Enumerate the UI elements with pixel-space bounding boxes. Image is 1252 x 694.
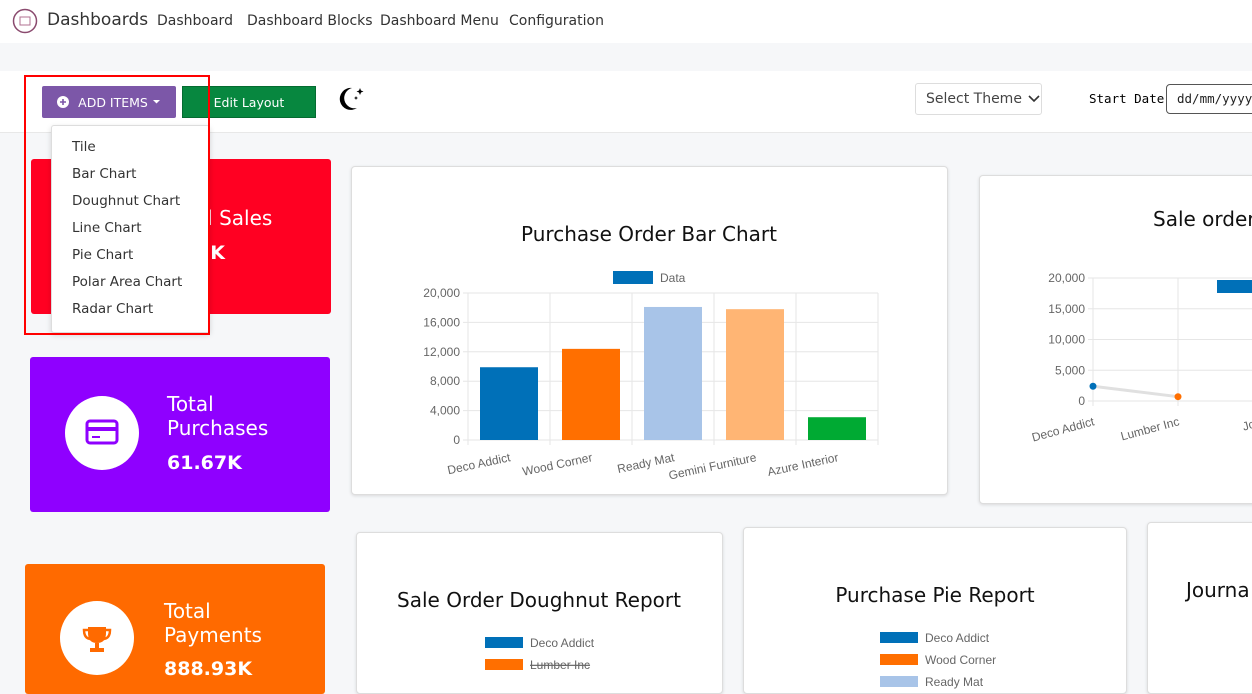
legend-label: Deco Addict xyxy=(925,631,990,645)
y-tick-label: 20,000 xyxy=(1048,271,1085,285)
bar xyxy=(808,417,866,440)
nav-link[interactable]: Dashboard xyxy=(157,13,233,29)
y-tick-label: 0 xyxy=(1078,394,1085,408)
chart-card: Purchase Pie Report Deco Addict Wood Corne… xyxy=(743,527,1127,694)
button-label: ADD ITEMS xyxy=(78,94,148,110)
navbar: Dashboards Dashboard Dashboard Blocks Da… xyxy=(0,0,1252,43)
legend-swatch xyxy=(485,637,523,648)
tile-icon xyxy=(60,601,134,675)
x-tick-label: Lumber Inc xyxy=(1119,414,1181,443)
y-tick-label: 12,000 xyxy=(423,345,460,359)
chart-title: Purchase Order Bar Chart xyxy=(521,222,777,246)
highlight-box xyxy=(24,75,210,335)
brand[interactable]: Dashboards xyxy=(47,10,149,30)
nav-link[interactable]: Dashboard Blocks xyxy=(247,13,373,29)
x-tick-label: Azure Interior xyxy=(766,450,839,479)
add-items-button[interactable]: ADD ITEMS xyxy=(42,86,176,118)
chart-title: Sale order xyxy=(1153,207,1252,231)
menu-item[interactable]: Polar Area Chart xyxy=(72,274,183,290)
legend-swatch xyxy=(613,271,653,284)
menu-item[interactable]: Radar Chart xyxy=(72,301,154,317)
x-tick-label: Joel xyxy=(1241,414,1252,433)
legend-swatch xyxy=(880,632,918,643)
tile-title: Total Payments xyxy=(164,599,262,647)
bar xyxy=(480,367,538,440)
chart-title: Purchase Pie Report xyxy=(835,583,1034,607)
edit-layout-button[interactable]: Edit Layout xyxy=(182,86,316,118)
nav-link[interactable]: Configuration xyxy=(509,13,604,29)
chart-card: Sale order 0 5,000 10,000 15,000 20,000 Deco A… xyxy=(979,175,1252,504)
x-tick-label: Deco Addict xyxy=(1030,414,1096,444)
y-tick-label: 15,000 xyxy=(1048,302,1085,316)
legend-label: Lumber Inc xyxy=(530,658,590,672)
y-tick-label: 8,000 xyxy=(430,374,460,388)
pie-chart: Purchase Pie Report Deco Addict Wood Corne… xyxy=(835,583,1034,689)
legend-label: Wood Corner xyxy=(925,653,996,667)
bar xyxy=(644,306,702,440)
tile[interactable]: Total Payments 888.93K xyxy=(25,564,325,694)
chart-title: Sale Order Doughnut Report xyxy=(397,588,681,612)
menu-item[interactable]: Doughnut Chart xyxy=(72,193,181,209)
y-tick-label: 20,000 xyxy=(423,286,460,300)
add-items-menu: Tile Bar Chart Doughnut Chart Line Chart… xyxy=(51,125,210,333)
chart-card: Sale Order Doughnut Report Deco Addict Lum… xyxy=(356,532,723,694)
menu-item[interactable]: Pie Chart xyxy=(72,247,134,263)
tile-value: 888.93K xyxy=(164,658,253,680)
start-date-input[interactable]: dd/mm/yyyy xyxy=(1166,84,1252,114)
y-tick-label: 10,000 xyxy=(1048,333,1085,347)
tile-value: K xyxy=(210,242,225,264)
y-tick-label: 0 xyxy=(453,433,460,447)
y-tick-label: 4,000 xyxy=(430,404,460,418)
chart-card: Purchase Order Bar Chart Data 0 4,000 8,000 1… xyxy=(351,166,948,495)
bar xyxy=(562,348,620,440)
card-chart: Journa xyxy=(1184,578,1250,602)
legend-label: Ready Mat xyxy=(925,675,984,689)
tile-title: Total Purchases xyxy=(167,392,269,440)
point xyxy=(1174,393,1182,401)
doughnut-chart: Sale Order Doughnut Report Deco Addict Lum… xyxy=(397,588,681,672)
legend-label: Data xyxy=(660,271,686,285)
nav-link[interactable]: Dashboard Menu xyxy=(380,13,499,29)
line xyxy=(1092,384,1179,399)
select-theme-label: Select Theme xyxy=(926,91,1022,107)
chart-title: Journa xyxy=(1184,578,1250,602)
tile[interactable]: Total Purchases 61.67K xyxy=(30,357,330,512)
bar xyxy=(726,309,784,440)
x-tick-label: Gemini Furniture xyxy=(667,450,758,482)
menu-item[interactable]: Tile xyxy=(72,139,96,155)
y-tick-label: 5,000 xyxy=(1055,363,1085,377)
x-tick-label: Deco Addict xyxy=(446,450,512,477)
x-tick-label: Wood Corner xyxy=(521,450,594,478)
line-chart: Sale order 0 5,000 10,000 15,000 20,000 Deco A… xyxy=(1030,207,1252,444)
legend-swatch xyxy=(880,654,918,665)
start-date-label: Start Date: xyxy=(1089,91,1172,106)
point xyxy=(1089,382,1097,390)
select-theme[interactable]: Select Theme xyxy=(915,83,1042,115)
legend-label: Deco Addict xyxy=(530,636,595,650)
theme-toggle[interactable] xyxy=(336,84,366,112)
tile-icon xyxy=(65,396,139,470)
y-tick-label: 16,000 xyxy=(423,315,460,329)
chart-card: Journa xyxy=(1147,522,1252,694)
legend-swatch xyxy=(880,676,918,687)
logo xyxy=(12,8,38,34)
legend-swatch xyxy=(1217,280,1252,293)
tile-value: 61.67K xyxy=(167,452,242,474)
menu-item[interactable]: Bar Chart xyxy=(72,166,137,182)
bar-chart: Purchase Order Bar Chart Data 0 4,000 8,000 1… xyxy=(372,190,927,494)
menu-item[interactable]: Line Chart xyxy=(72,220,142,236)
legend-swatch xyxy=(485,659,523,670)
